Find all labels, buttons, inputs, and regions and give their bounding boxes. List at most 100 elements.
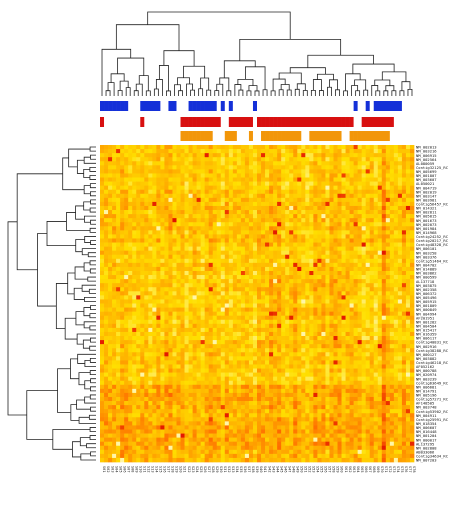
- heatmap-cell: [136, 226, 141, 231]
- dendrogram-branch: [67, 272, 76, 295]
- heatmap-cell: [361, 360, 367, 365]
- heatmap-cell: [369, 380, 375, 386]
- heatmap-cell: [224, 303, 230, 308]
- heatmap-cell: [164, 197, 169, 203]
- heatmap-cell: [168, 145, 173, 150]
- heatmap-cell: [200, 242, 206, 247]
- heatmap-cell: [220, 262, 226, 268]
- heatmap-cell: [176, 368, 181, 373]
- heatmap-cell: [220, 149, 226, 154]
- heatmap-cell: [248, 250, 254, 256]
- heatmap-cell: [397, 250, 403, 256]
- heatmap-cell: [148, 173, 153, 178]
- heatmap-cell: [204, 266, 210, 272]
- heatmap-cell: [208, 352, 214, 357]
- heatmap-cell: [152, 238, 157, 243]
- heatmap-cell: [337, 181, 342, 186]
- heatmap-cell: [321, 315, 326, 321]
- heatmap-cell: [204, 169, 210, 174]
- heatmap-cell: [244, 242, 250, 247]
- heatmap-cell: [140, 214, 145, 219]
- heatmap-cell: [100, 384, 105, 390]
- heatmap-cell: [200, 189, 206, 195]
- heatmap-cell: [289, 262, 294, 268]
- heatmap-cell: [244, 205, 250, 211]
- heatmap-cell: [240, 189, 246, 195]
- heatmap-cell: [353, 169, 358, 174]
- heatmap-cell: [329, 327, 334, 333]
- annotation-cell: [353, 117, 358, 127]
- heatmap-cell: [248, 364, 254, 369]
- heatmap-cell: [377, 352, 383, 357]
- heatmap-cell: [116, 368, 121, 373]
- heatmap-cell: [104, 279, 109, 284]
- heatmap-cell: [325, 149, 330, 154]
- heatmap-cell: [397, 157, 403, 162]
- heatmap-cell: [168, 181, 173, 186]
- heatmap-cell: [220, 181, 226, 186]
- heatmap-cell: [184, 177, 189, 182]
- heatmap-cell: [397, 348, 403, 353]
- heatmap-cell: [377, 201, 383, 207]
- heatmap-cell: [361, 153, 367, 158]
- annotation-cell: [365, 131, 371, 141]
- heatmap-cell: [204, 193, 210, 199]
- heatmap-cell: [188, 360, 193, 365]
- heatmap-cell: [373, 173, 379, 178]
- heatmap-cell: [269, 201, 274, 207]
- heatmap-cell: [373, 344, 379, 349]
- heatmap-cell: [405, 153, 411, 158]
- heatmap-cell: [236, 344, 242, 349]
- heatmap-cell: [196, 242, 201, 247]
- heatmap-cell: [180, 275, 185, 280]
- heatmap-cell: [120, 283, 125, 288]
- heatmap-cell: [100, 250, 105, 256]
- heatmap-cell: [100, 246, 105, 252]
- heatmap-cell: [244, 319, 250, 325]
- heatmap-cell: [257, 210, 262, 215]
- heatmap-cell: [108, 270, 113, 276]
- heatmap-cell: [309, 153, 314, 158]
- heatmap-cell: [321, 283, 326, 288]
- heatmap-cell: [353, 315, 358, 321]
- heatmap-cell: [116, 234, 121, 239]
- heatmap-cell: [309, 210, 314, 215]
- heatmap-cell: [252, 238, 258, 243]
- heatmap-cell: [184, 197, 189, 203]
- heatmap-cell: [261, 181, 266, 186]
- dendrogram-branch: [87, 276, 96, 282]
- heatmap-cell: [377, 177, 383, 182]
- heatmap-cell: [389, 356, 395, 361]
- heatmap-cell: [297, 250, 302, 256]
- heatmap-cell: [140, 315, 145, 321]
- heatmap-cell: [104, 262, 109, 268]
- dendrogram-branch: [214, 90, 220, 96]
- heatmap-cell: [325, 246, 330, 252]
- heatmap-cell: [252, 270, 258, 276]
- heatmap-cell: [385, 340, 391, 345]
- heatmap-cell: [409, 323, 415, 329]
- heatmap-cell: [240, 185, 246, 191]
- heatmap-cell: [192, 299, 197, 304]
- heatmap-cell: [349, 226, 354, 231]
- heatmap-cell: [156, 165, 161, 170]
- annotation-cell: [144, 117, 149, 127]
- heatmap-cell: [261, 352, 266, 357]
- heatmap-cell: [148, 344, 153, 349]
- heatmap-cell: [373, 238, 379, 243]
- heatmap-cell: [152, 340, 157, 345]
- heatmap-cell: [244, 352, 250, 357]
- heatmap-cell: [285, 238, 290, 243]
- heatmap-cell: [188, 145, 193, 150]
- dendrogram-branch: [83, 201, 91, 211]
- heatmap-cell: [305, 258, 310, 264]
- annotation-cell: [317, 101, 322, 111]
- heatmap-cell: [196, 348, 201, 353]
- heatmap-cell: [148, 258, 153, 264]
- heatmap-cell: [273, 356, 278, 361]
- heatmap-cell: [204, 205, 210, 211]
- heatmap-cell: [257, 165, 262, 170]
- heatmap-cell: [172, 149, 177, 154]
- heatmap-cell: [393, 270, 399, 276]
- heatmap-cell: [228, 287, 234, 292]
